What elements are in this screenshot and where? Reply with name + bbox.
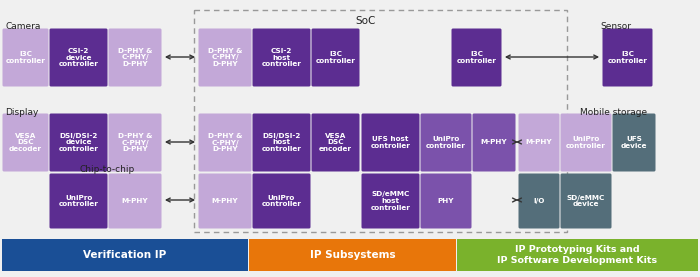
Text: CSI-2
device
controller: CSI-2 device controller (59, 48, 99, 67)
Text: Mobile storage: Mobile storage (580, 108, 647, 117)
FancyBboxPatch shape (519, 114, 559, 171)
Text: DSI/DSI-2
host
controller: DSI/DSI-2 host controller (262, 133, 302, 152)
FancyBboxPatch shape (108, 114, 162, 171)
FancyBboxPatch shape (603, 29, 652, 86)
FancyBboxPatch shape (421, 173, 472, 229)
Text: I/O: I/O (533, 198, 545, 204)
Text: Display: Display (5, 108, 38, 117)
FancyBboxPatch shape (421, 114, 472, 171)
Text: DSI/DSI-2
device
controller: DSI/DSI-2 device controller (59, 133, 99, 152)
FancyBboxPatch shape (50, 29, 108, 86)
Text: UniPro
controller: UniPro controller (59, 195, 99, 207)
Text: Verification IP: Verification IP (83, 250, 167, 260)
Bar (249, 239, 456, 271)
Text: M-PHY: M-PHY (481, 140, 508, 145)
FancyBboxPatch shape (3, 29, 48, 86)
FancyBboxPatch shape (473, 114, 515, 171)
FancyBboxPatch shape (612, 114, 655, 171)
Text: UniPro
controller: UniPro controller (426, 136, 466, 149)
Text: SD/eMMC
device: SD/eMMC device (567, 195, 606, 207)
Text: VESA
DSC
decoder: VESA DSC decoder (9, 133, 42, 152)
Bar (457, 239, 698, 271)
FancyBboxPatch shape (312, 29, 360, 86)
FancyBboxPatch shape (3, 114, 48, 171)
Bar (194, 10, 567, 232)
Bar (2, 239, 248, 271)
FancyBboxPatch shape (50, 173, 108, 229)
FancyBboxPatch shape (361, 173, 419, 229)
Text: IP Subsystems: IP Subsystems (309, 250, 395, 260)
FancyBboxPatch shape (108, 29, 162, 86)
FancyBboxPatch shape (253, 114, 311, 171)
FancyBboxPatch shape (199, 29, 251, 86)
Text: VESA
DSC
encoder: VESA DSC encoder (319, 133, 352, 152)
Text: CSI-2
host
controller: CSI-2 host controller (262, 48, 302, 67)
Text: IP Prototyping Kits and
IP Software Development Kits: IP Prototyping Kits and IP Software Deve… (498, 245, 657, 265)
Text: M-PHY: M-PHY (122, 198, 148, 204)
FancyBboxPatch shape (361, 114, 419, 171)
Text: M-PHY: M-PHY (211, 198, 238, 204)
FancyBboxPatch shape (199, 114, 251, 171)
Text: I3C
controller: I3C controller (316, 51, 356, 64)
Text: PHY: PHY (438, 198, 454, 204)
FancyBboxPatch shape (108, 173, 162, 229)
Text: Camera: Camera (5, 22, 41, 31)
FancyBboxPatch shape (199, 173, 251, 229)
FancyBboxPatch shape (452, 29, 501, 86)
Text: I3C
controller: I3C controller (608, 51, 648, 64)
Text: UFS host
controller: UFS host controller (370, 136, 410, 149)
FancyBboxPatch shape (561, 114, 612, 171)
Text: D-PHY &
C-PHY/
D-PHY: D-PHY & C-PHY/ D-PHY (118, 48, 152, 67)
Text: Chip-to-chip: Chip-to-chip (80, 165, 135, 174)
FancyBboxPatch shape (253, 173, 311, 229)
Text: UniPro
controller: UniPro controller (566, 136, 606, 149)
Text: I3C
controller: I3C controller (6, 51, 46, 64)
Text: D-PHY &
C-PHY/
D-PHY: D-PHY & C-PHY/ D-PHY (118, 133, 152, 152)
Text: Sensor: Sensor (600, 22, 631, 31)
Text: D-PHY &
C-PHY/
D-PHY: D-PHY & C-PHY/ D-PHY (208, 133, 242, 152)
Text: I3C
controller: I3C controller (456, 51, 496, 64)
FancyBboxPatch shape (50, 114, 108, 171)
FancyBboxPatch shape (561, 173, 612, 229)
Text: UFS
device: UFS device (621, 136, 648, 149)
Text: D-PHY &
C-PHY/
D-PHY: D-PHY & C-PHY/ D-PHY (208, 48, 242, 67)
FancyBboxPatch shape (312, 114, 360, 171)
FancyBboxPatch shape (519, 173, 559, 229)
Text: SD/eMMC
host
controller: SD/eMMC host controller (370, 191, 410, 211)
Text: M-PHY: M-PHY (526, 140, 552, 145)
Text: SoC: SoC (355, 16, 375, 26)
FancyBboxPatch shape (253, 29, 311, 86)
Text: UniPro
controller: UniPro controller (262, 195, 302, 207)
